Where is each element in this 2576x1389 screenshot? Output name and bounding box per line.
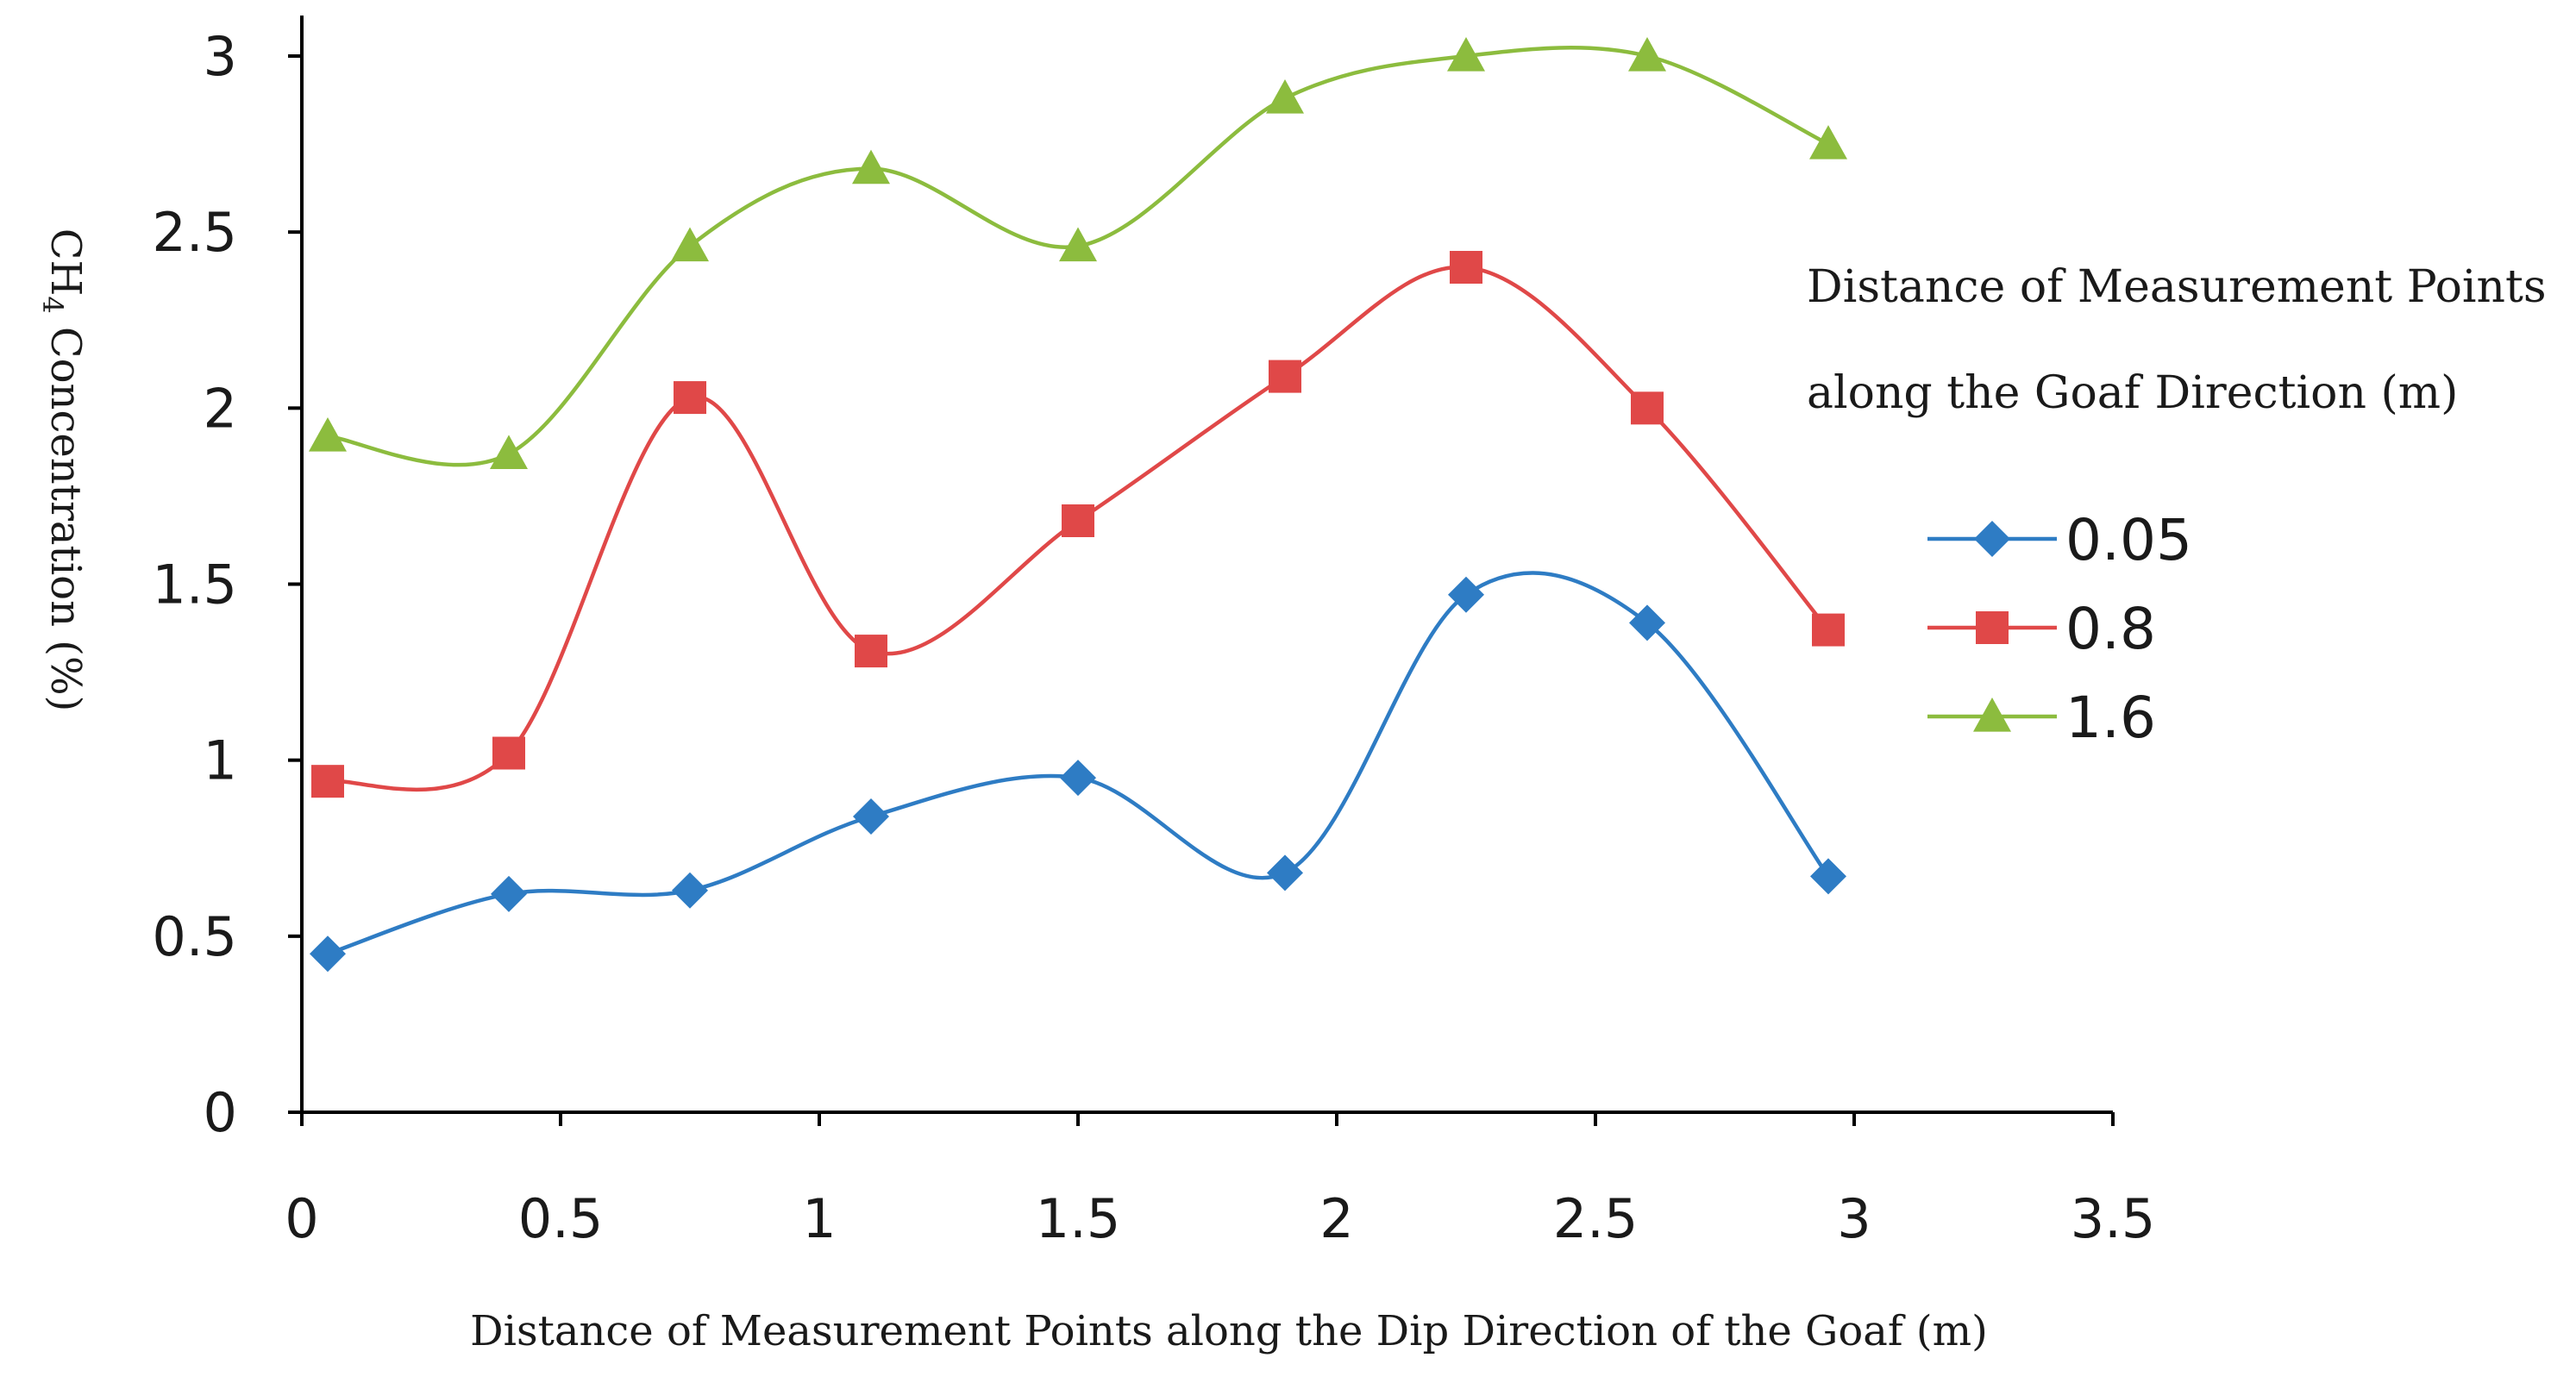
data-point (1447, 37, 1485, 72)
data-point (1269, 360, 1301, 393)
x-tick-label: 3 (1837, 1187, 1871, 1250)
legend-marker (1973, 698, 2011, 732)
y-tick-label: 0.5 (152, 905, 237, 968)
data-point (309, 417, 347, 452)
series-line-0.8 (327, 265, 1830, 792)
data-point (855, 635, 887, 668)
x-tick-label: 3.5 (2071, 1187, 2156, 1250)
x-tick-label: 1.5 (1036, 1187, 1121, 1250)
tick-layer: 0 0.5 1 1.5 2 2.5 3 3.5 0 0.5 1 1.5 2 2.5 3 (152, 25, 2155, 1250)
legend-title-line2: along the Goaf Direction (m) (1807, 367, 2458, 419)
legend-item-0.8: 0.8 (1927, 596, 2156, 662)
y-axis-title-prefix: CH (41, 228, 90, 297)
data-point (1060, 760, 1096, 797)
data-point (1448, 576, 1484, 613)
legend-marker (1974, 521, 2010, 557)
series-0.8 (311, 251, 1845, 798)
series-1.6 (309, 37, 1847, 470)
x-tick-label: 2 (1319, 1187, 1353, 1250)
legend-item-0.05: 0.05 (1927, 507, 2192, 573)
legend-title-line1: Distance of Measurement Points (1807, 261, 2547, 313)
legend-label: 1.6 (2065, 685, 2156, 751)
data-point (491, 875, 527, 912)
data-point (1628, 37, 1666, 72)
legend: Distance of Measurement Points along the… (1807, 261, 2547, 751)
x-tick-label: 0.5 (518, 1187, 604, 1250)
data-point (671, 227, 709, 262)
legend-item-1.6: 1.6 (1927, 685, 2156, 751)
series-line-0.05 (327, 571, 1830, 956)
x-tick-label: 2.5 (1553, 1187, 1639, 1250)
data-point (674, 381, 706, 415)
y-tick-label: 1.5 (152, 554, 237, 616)
data-point (1267, 854, 1303, 892)
data-point (1631, 391, 1664, 425)
legend-marker (1976, 611, 2009, 644)
legend-entries: 0.05 0.8 1.6 (1927, 507, 2192, 751)
data-point (1450, 251, 1482, 284)
data-point (1059, 227, 1097, 262)
data-point (492, 736, 525, 770)
y-tick-label: 2 (204, 377, 237, 440)
y-axis-title: CH4 Concentration (%) (36, 228, 90, 712)
data-point (311, 765, 344, 798)
y-axis-title-suffix: Concentration (%) (41, 314, 90, 712)
x-tick-label: 1 (802, 1187, 836, 1250)
data-point (1629, 604, 1665, 641)
x-tick-label: 0 (285, 1187, 318, 1250)
legend-label: 0.8 (2065, 596, 2156, 662)
data-point (490, 435, 528, 470)
series-layer (309, 37, 1847, 973)
data-point (1062, 504, 1094, 537)
legend-label: 0.05 (2065, 507, 2192, 573)
data-point (1810, 858, 1846, 895)
data-point (1809, 125, 1847, 160)
data-point (853, 798, 889, 835)
data-point (672, 872, 708, 909)
series-0.05 (310, 571, 1846, 973)
data-point (310, 935, 346, 973)
x-axis-title: Distance of Measurement Points along the… (470, 1307, 1988, 1355)
data-point (1266, 79, 1304, 114)
data-point (852, 149, 890, 185)
y-tick-label: 2.5 (152, 201, 237, 264)
y-axis-title-subscript: 4 (36, 296, 69, 313)
y-tick-label: 0 (204, 1081, 237, 1144)
y-tick-label: 3 (204, 25, 237, 88)
y-tick-label: 1 (204, 729, 237, 792)
series-line-1.6 (327, 46, 1829, 467)
data-point (1812, 613, 1845, 647)
